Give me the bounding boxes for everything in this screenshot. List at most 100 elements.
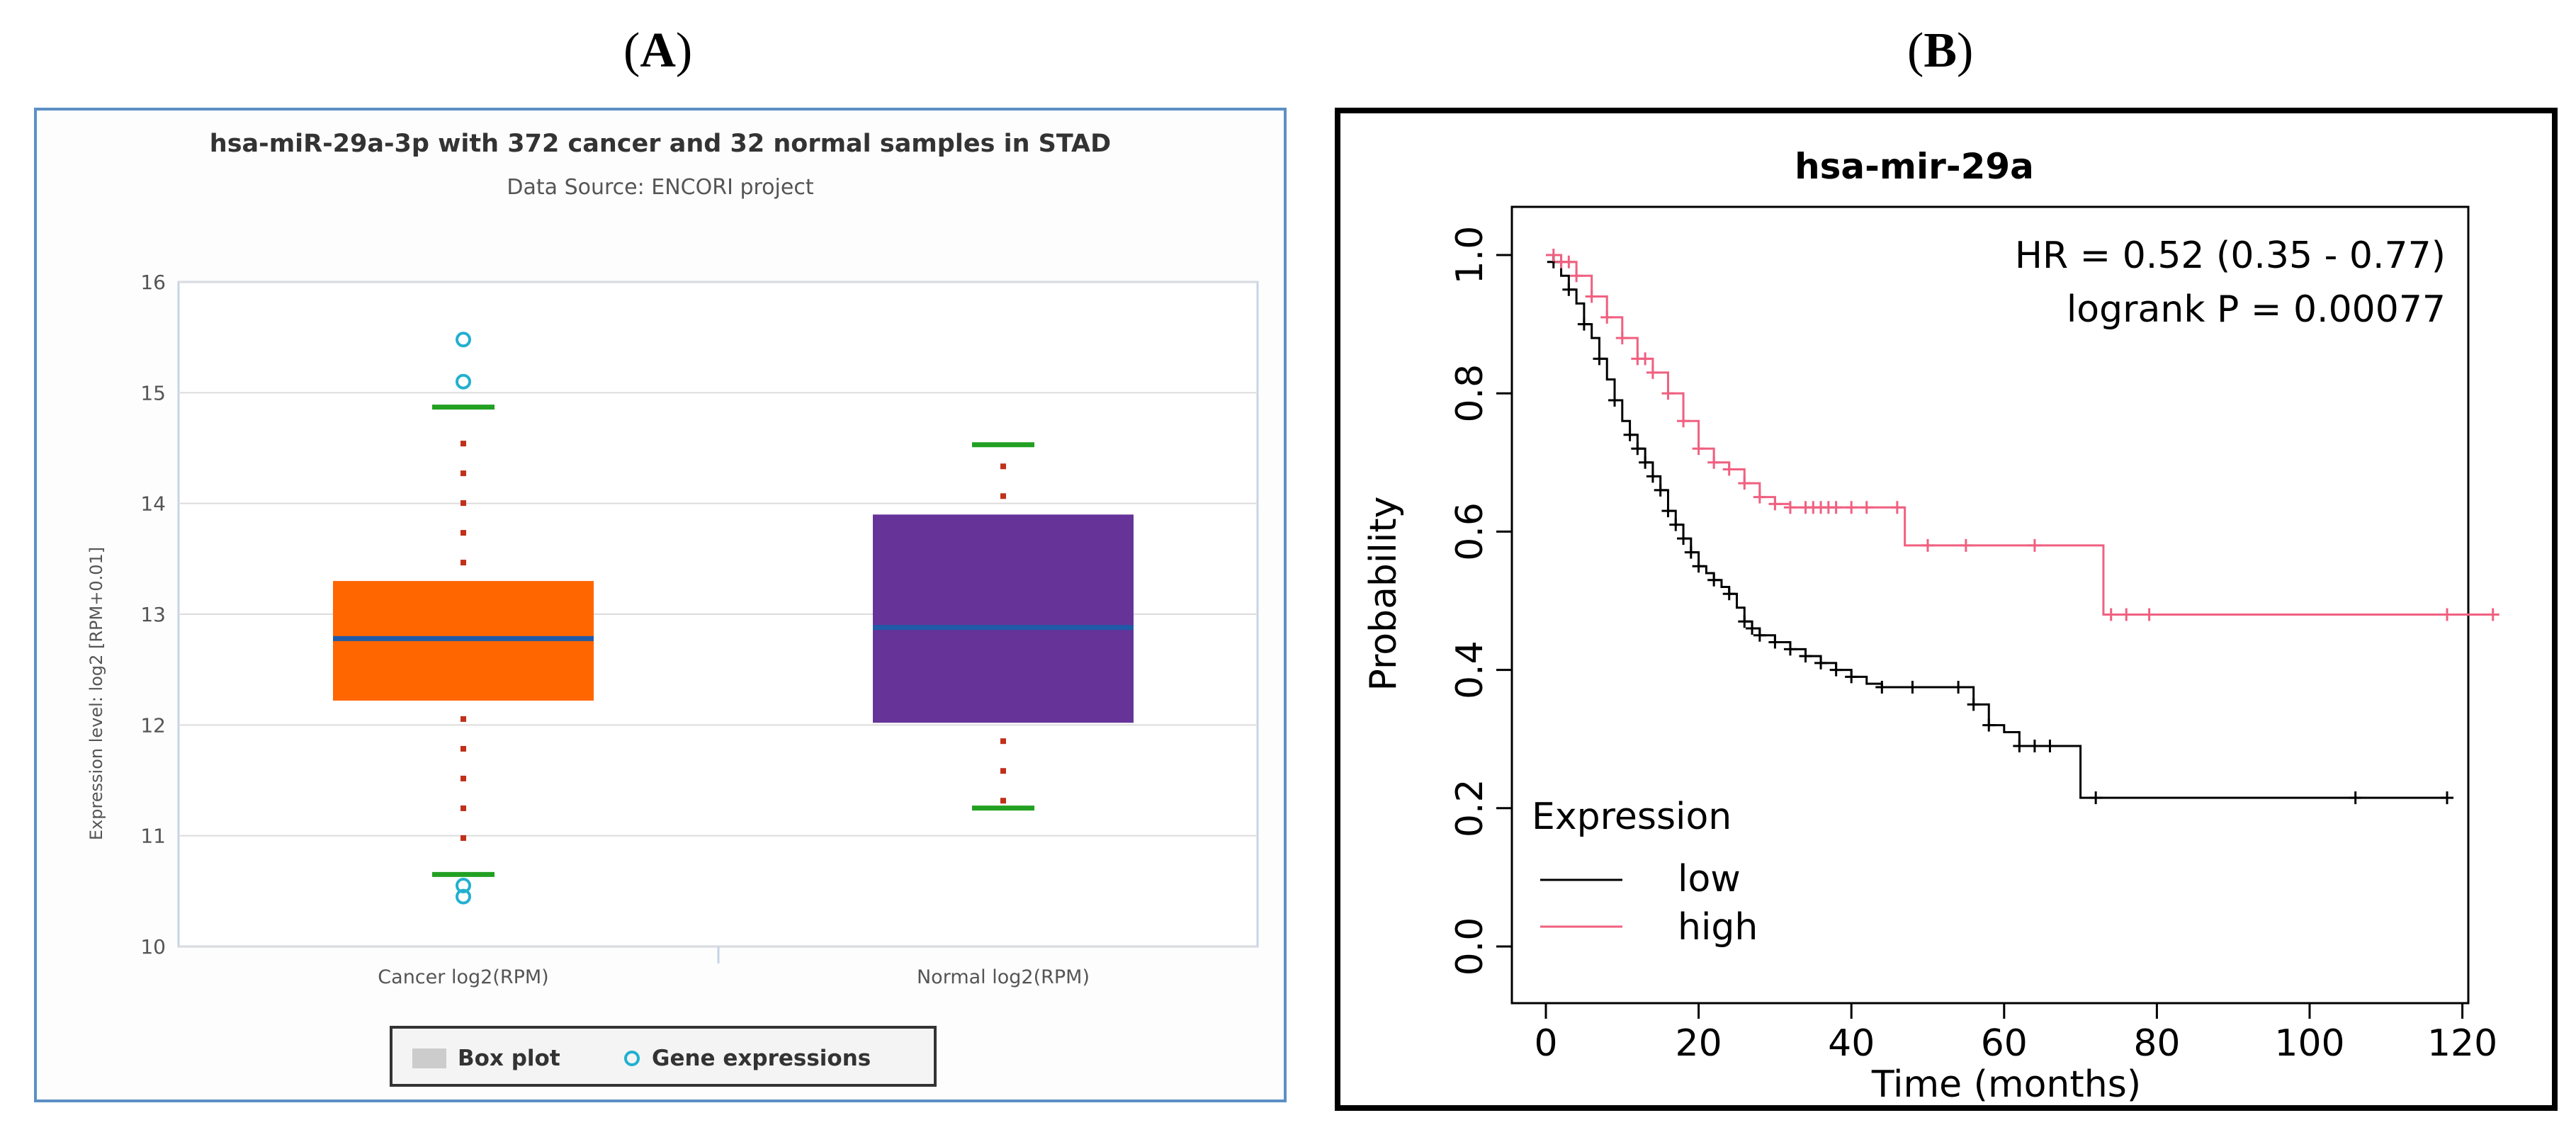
legend-gene-expressions-marker bbox=[624, 1051, 640, 1066]
x-tick-label-100: 100 bbox=[2274, 1022, 2344, 1065]
category-label-cancer: Cancer log2(RPM) bbox=[378, 966, 548, 988]
censor-mark-low-3 bbox=[1593, 352, 1606, 366]
censor-mark-low-24 bbox=[1829, 663, 1843, 677]
survival-panel: hsa-mir-29a 0 20 40 60 80 100 120 0.0 0.2 0.4 0.6 0… bbox=[1335, 108, 2558, 1111]
x-tick-label-80: 80 bbox=[2133, 1022, 2180, 1065]
censor-mark-high-6 bbox=[1615, 332, 1629, 345]
censor-mark-low-23 bbox=[1814, 656, 1828, 669]
censor-mark-low-29 bbox=[1967, 698, 1980, 711]
normal-whisker-dot-upper-0 bbox=[1000, 493, 1006, 499]
cancer-whisker-dot-upper-1 bbox=[461, 530, 466, 536]
censor-mark-high-12 bbox=[1692, 442, 1705, 456]
legend-high-label: high bbox=[1678, 906, 1758, 949]
survival-title: hsa-mir-29a bbox=[1795, 146, 2034, 187]
censor-mark-low-33 bbox=[2043, 739, 2057, 752]
censor-mark-low-4 bbox=[1608, 393, 1622, 407]
cancer-whisker-dot-upper-3 bbox=[461, 470, 466, 477]
legend-gene-expressions-label: Gene expressions bbox=[652, 1046, 871, 1071]
censor-mark-low-2 bbox=[1577, 317, 1591, 331]
censor-mark-low-34 bbox=[2089, 791, 2103, 805]
censor-mark-low-18 bbox=[1746, 622, 1759, 635]
x-tick-label-40: 40 bbox=[1828, 1022, 1875, 1065]
censor-mark-high-8 bbox=[1639, 352, 1652, 366]
cancer-whisker-dot-upper-2 bbox=[461, 500, 466, 507]
hazard-ratio-annotation: HR = 0.52 (0.35 - 0.77) bbox=[2015, 234, 2446, 277]
censor-mark-high-4 bbox=[1585, 290, 1598, 303]
cancer-whisker-dot-upper-0 bbox=[461, 560, 466, 566]
y-tick-label-11: 11 bbox=[140, 825, 166, 848]
survival-plot-frame bbox=[1510, 205, 2470, 1005]
censor-mark-high-13 bbox=[1707, 456, 1721, 469]
censor-mark-low-14 bbox=[1692, 560, 1705, 573]
censor-mark-low-30 bbox=[1982, 718, 1996, 732]
cancer-whisker-dot-lower-2 bbox=[461, 775, 466, 781]
panel-a-label: (A) bbox=[623, 23, 693, 78]
censor-mark-low-12 bbox=[1677, 532, 1690, 545]
censor-mark-low-10 bbox=[1661, 504, 1675, 518]
censor-mark-high-9 bbox=[1646, 366, 1659, 379]
y-tick-label-13: 13 bbox=[140, 603, 166, 626]
censor-mark-low-28 bbox=[1952, 681, 1965, 694]
censor-mark-low-17 bbox=[1738, 615, 1751, 628]
x-tick-label-60: 60 bbox=[1981, 1022, 2028, 1065]
boxplot-subtitle: Data Source: ENCORI project bbox=[507, 175, 813, 200]
cancer-outlier-3 bbox=[456, 888, 471, 905]
boxplot-title: hsa-miR-29a-3p with 372 cancer and 32 no… bbox=[210, 130, 1111, 158]
censor-mark-low-15 bbox=[1707, 573, 1721, 587]
censor-mark-high-27 bbox=[1921, 538, 1934, 552]
normal-whisker-dot-lower-1 bbox=[1000, 768, 1006, 774]
boxplot-y-axis-label: Expression level: log2 [RPM+0.01] bbox=[86, 547, 106, 840]
censor-mark-low-7 bbox=[1639, 456, 1652, 469]
y-tick-label-0.6: 0.6 bbox=[1449, 502, 1491, 561]
censor-mark-high-11 bbox=[1677, 414, 1690, 428]
censor-mark-high-24 bbox=[1845, 501, 1858, 514]
legend-low-label: low bbox=[1678, 858, 1741, 900]
km-curve-low bbox=[1546, 254, 2448, 799]
censor-mark-high-33 bbox=[2441, 608, 2454, 621]
censor-mark-low-31 bbox=[2013, 739, 2026, 752]
y-tick-label-0.0: 0.0 bbox=[1449, 917, 1491, 976]
cancer-outlier-0 bbox=[456, 332, 471, 348]
censor-mark-high-32 bbox=[2142, 608, 2156, 621]
logrank-annotation: logrank P = 0.00077 bbox=[2067, 288, 2446, 331]
censor-mark-low-32 bbox=[2028, 739, 2041, 752]
cancer-whisker-dot-lower-4 bbox=[461, 835, 466, 841]
x-tick-label-20: 20 bbox=[1676, 1022, 1722, 1065]
censor-mark-low-9 bbox=[1654, 483, 1667, 497]
censor-mark-low-1 bbox=[1562, 283, 1576, 296]
cancer-whisker-dot-lower-3 bbox=[461, 805, 466, 811]
normal-whisker-dot-upper-1 bbox=[1000, 463, 1006, 470]
y-tick-label-1.0: 1.0 bbox=[1449, 226, 1491, 285]
y-tick-label-10: 10 bbox=[140, 935, 166, 959]
censor-mark-high-29 bbox=[2028, 538, 2041, 552]
legend-title: Expression bbox=[1532, 796, 1732, 838]
censor-mark-low-25 bbox=[1845, 670, 1858, 684]
censor-mark-low-36 bbox=[2441, 791, 2454, 805]
y-tick-label-12: 12 bbox=[140, 713, 166, 737]
censor-mark-low-35 bbox=[2349, 791, 2362, 805]
censor-mark-high-31 bbox=[2120, 608, 2133, 621]
panel-b-label: (B) bbox=[1907, 23, 1974, 78]
censor-mark-high-0 bbox=[1547, 249, 1560, 261]
cancer-whisker-dot-lower-0 bbox=[461, 716, 466, 722]
x-tick-label-120: 120 bbox=[2427, 1022, 2497, 1065]
censor-mark-high-5 bbox=[1600, 310, 1614, 324]
censor-mark-high-18 bbox=[1783, 501, 1797, 514]
survival-y-axis-label: Probability bbox=[1362, 497, 1405, 691]
censor-mark-low-8 bbox=[1646, 470, 1659, 483]
cancer-whisker-dot-upper-4 bbox=[461, 441, 466, 447]
boxplot-panel: hsa-miR-29a-3p with 372 cancer and 32 no… bbox=[34, 108, 1287, 1102]
y-tick-label-0.8: 0.8 bbox=[1449, 364, 1491, 423]
censor-mark-low-13 bbox=[1684, 545, 1697, 559]
normal-whisker-dot-lower-2 bbox=[1000, 798, 1006, 804]
km-curve-high bbox=[1546, 254, 2493, 616]
censor-mark-low-11 bbox=[1669, 518, 1683, 531]
censor-mark-high-14 bbox=[1722, 463, 1736, 476]
censor-mark-high-26 bbox=[1890, 501, 1904, 514]
y-tick-label-0.4: 0.4 bbox=[1449, 640, 1491, 699]
y-tick-label-15: 15 bbox=[140, 381, 166, 405]
normal-whisker-dot-lower-0 bbox=[1000, 738, 1006, 745]
cancer-outlier-2 bbox=[456, 878, 471, 894]
censor-mark-high-3 bbox=[1570, 269, 1583, 283]
y-tick-label-16: 16 bbox=[140, 271, 166, 294]
